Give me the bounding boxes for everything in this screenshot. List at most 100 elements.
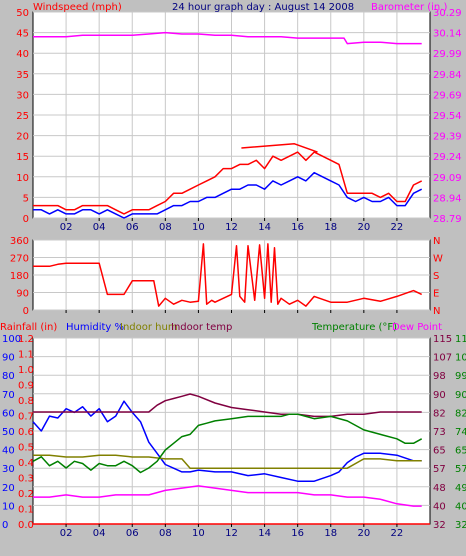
rainfall-legend: Rainfall (in) — [0, 322, 57, 333]
humidity-temperature-ytick-label-right: 90 — [433, 390, 446, 401]
humidity-temperature-ytick-label-right: 115 — [455, 334, 466, 345]
humidity-temperature-ytick-label-left: 0.1 — [18, 505, 34, 516]
humidity-temperature-ytick-label-left: 50 — [2, 427, 15, 438]
barometer-axis-label: Barometer (in.) — [371, 2, 447, 13]
humidity-temperature-ytick-label-right: 115 — [433, 334, 452, 345]
humidity-temperature-series-temperature-f — [32, 413, 423, 474]
humidity-temperature-ytick-label-left: 0.4 — [18, 458, 34, 469]
wind-baro-xtick-label: 04 — [93, 222, 106, 233]
humidity-temperature-ytick-label-right: 40 — [455, 501, 466, 512]
humidity-temperature-ytick-label-left: 0.2 — [18, 489, 34, 500]
humidity-temperature-ytick-label-left: 0.7 — [18, 412, 34, 423]
humidity-temperature-xtick-label: 08 — [159, 528, 172, 539]
wind-direction-ytick-label-right: E — [433, 289, 439, 300]
humidity-temperature-ytick-label-left: 1.1 — [18, 350, 34, 361]
wind-baro-xtick-label: 20 — [357, 222, 370, 233]
humidity-temperature-ytick-label-left: 1.0 — [18, 365, 34, 376]
humidity-temperature-ytick-label-right: 99 — [455, 371, 466, 382]
wind-baro-series-avg-wind — [33, 171, 423, 219]
wind-baro-xtick-label: 16 — [291, 222, 304, 233]
humidity-temperature-ytick-label-right: 40 — [433, 501, 446, 512]
dewpoint-legend: Dew Point — [392, 322, 442, 333]
wind-baro-xtick-label: 08 — [159, 222, 172, 233]
wind-baro-ytick-label-right: 30.29 — [433, 8, 462, 19]
wind-baro-ytick-label-right: 29.99 — [433, 49, 462, 60]
wind-direction-ytick-label-right: W — [433, 254, 443, 265]
humidity-temperature-ytick-label-right: 82 — [455, 408, 466, 419]
humidity-temperature-xtick-label: 14 — [258, 528, 271, 539]
wind-baro-ytick-label-right: 29.84 — [433, 70, 462, 81]
humidity-temperature-ytick-label-right: 73 — [433, 427, 446, 438]
wind-baro-ytick-label-left: 40 — [16, 49, 29, 60]
wind-baro-ytick-label-right: 28.79 — [433, 214, 462, 225]
humidity-temperature-ytick-label-left: 40 — [2, 446, 15, 457]
humidity-temperature-series-indoor-temp — [33, 393, 422, 418]
wind-baro-xtick-label: 12 — [225, 222, 238, 233]
wind-direction-ytick-label-left: 360 — [10, 236, 29, 247]
graph-title: 24 hour graph day : August 14 2008 — [172, 2, 354, 13]
humidity-temperature-ytick-label-right: 57 — [455, 464, 466, 475]
humidity-temperature-ytick-label-left: 80 — [2, 371, 15, 382]
humidity-temperature-ytick-label-right: 49 — [455, 483, 466, 494]
wind-baro-ytick-label-right: 29.09 — [433, 173, 462, 184]
wind-axis-label: Windspeed (mph) — [33, 2, 122, 13]
humidity-temperature-ytick-label-left: 0.8 — [18, 396, 34, 407]
humidity-temperature-ytick-label-right: 32 — [455, 520, 466, 531]
wind-baro-ytick-label-right: 30.14 — [433, 29, 462, 40]
humidity-temperature-ytick-label-right: 48 — [433, 483, 446, 494]
humidity-temperature-ytick-label-left: 1.2 — [18, 334, 34, 345]
humidity-temperature-ytick-label-left: 90 — [2, 353, 15, 364]
humidity-temperature-xtick-label: 10 — [192, 528, 205, 539]
wind-baro-ytick-label-left: 30 — [16, 90, 29, 101]
humidity-temperature-series-humidity — [32, 400, 422, 482]
wind-baro-xtick-label: 10 — [192, 222, 205, 233]
humidity-temperature-ytick-label-left: 0.5 — [18, 443, 34, 454]
wind-baro-xtick-label: 22 — [391, 222, 404, 233]
humidity-temperature-ytick-label-left: 30 — [2, 464, 15, 475]
humidity-temperature-ytick-label-left: 20 — [2, 483, 15, 494]
wind-baro-ytick-label-right: 29.54 — [433, 111, 462, 122]
wind-baro-ytick-label-left: 0 — [23, 214, 29, 225]
wind-baro-xtick-label: 06 — [126, 222, 139, 233]
wind-baro-ytick-label-left: 35 — [16, 70, 29, 81]
wind-baro-ytick-label-left: 15 — [16, 152, 29, 163]
wind-direction-ytick-label-right: S — [433, 271, 439, 282]
humidity-legend: Humidity % — [66, 322, 124, 333]
humidity-temperature-ytick-label-right: 32 — [433, 520, 446, 531]
humidity-temperature-ytick-label-right: 57 — [433, 464, 446, 475]
wind-baro-series-barometer-in — [33, 31, 422, 45]
humidity-temperature-ytick-label-right: 107 — [433, 353, 452, 364]
humidity-temperature-xtick-label: 16 — [291, 528, 304, 539]
wind-baro-ytick-label-left: 50 — [16, 8, 29, 19]
wind-baro-ytick-label-left: 5 — [23, 193, 29, 204]
humidity-temperature-ytick-label-left: 0.3 — [18, 474, 34, 485]
wind-direction-ytick-label-left: 0 — [23, 306, 29, 317]
humidity-temperature-ytick-label-left: 0.0 — [18, 520, 34, 531]
humidity-temperature-xtick-label: 06 — [126, 528, 139, 539]
humidity-temperature-ytick-label-left: 0 — [2, 520, 8, 531]
humidity-temperature-ytick-label-right: 90 — [455, 390, 466, 401]
wind-baro-xtick-label: 14 — [258, 222, 271, 233]
wind-direction-ytick-label-left: 90 — [16, 289, 29, 300]
humidity-temperature-xtick-label: 20 — [357, 528, 370, 539]
wind-direction-ytick-label-right: N — [433, 306, 440, 317]
wind-baro-ytick-label-left: 45 — [16, 29, 29, 40]
wind-baro-series-wind-gust — [241, 143, 318, 153]
humidity-temperature-xtick-label: 02 — [60, 528, 73, 539]
wind-baro-ytick-label-left: 10 — [16, 173, 29, 184]
wind-baro-series-windspeed-mph — [33, 151, 423, 215]
temperature-legend: Temperature (°F) — [311, 322, 397, 333]
humidity-temperature-ytick-label-right: 98 — [433, 371, 446, 382]
humidity-temperature-ytick-label-right: 74 — [455, 427, 466, 438]
wind-direction-ytick-label-right: N — [433, 236, 440, 247]
wind-baro-ytick-label-right: 29.69 — [433, 90, 462, 101]
humidity-temperature-ytick-label-left: 0.9 — [18, 381, 34, 392]
humidity-temperature-ytick-label-right: 65 — [433, 446, 446, 457]
humidity-temperature-xtick-label: 04 — [93, 528, 106, 539]
humidity-temperature-xtick-label: 12 — [225, 528, 238, 539]
humidity-temperature-xtick-label: 22 — [391, 528, 404, 539]
wind-baro-ytick-label-right: 29.24 — [433, 152, 462, 163]
indoor-hum-legend: Indoor hum — [120, 322, 178, 333]
wind-baro-xtick-label: 18 — [324, 222, 337, 233]
